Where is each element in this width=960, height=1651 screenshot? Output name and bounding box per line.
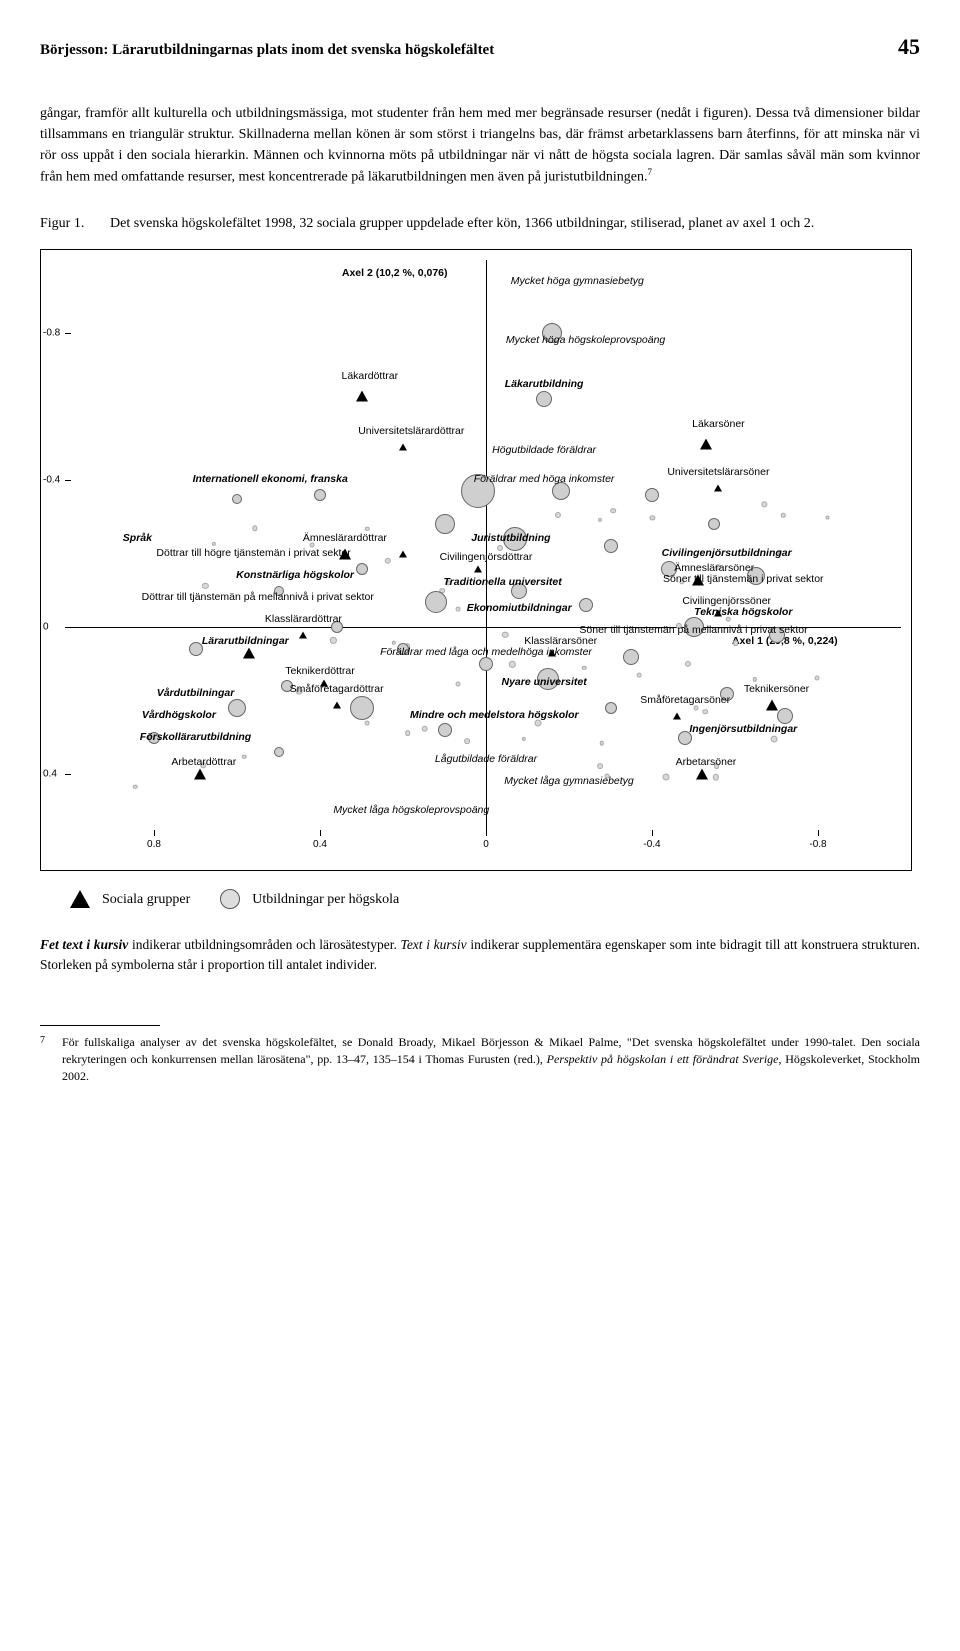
footnote-number: 7: [40, 1034, 62, 1084]
header-title: Börjesson: Lärarutbildningarnas plats in…: [40, 39, 494, 62]
scatter-chart: Axel 2 (10,2 %, 0,076)Axel 1 (29,8 %, 0,…: [40, 249, 912, 871]
figure-caption-text: Det svenska högskolefältet 1998, 32 soci…: [110, 213, 814, 234]
legend-triangle: Sociala grupper: [70, 889, 190, 910]
footnote: 7 För fullskaliga analyser av det svensk…: [40, 1034, 920, 1084]
legend-circle-label: Utbildningar per högskola: [252, 889, 399, 910]
figure-label: Figur 1.: [40, 213, 110, 234]
footnote-rule: [40, 1025, 160, 1026]
paragraph-text: gångar, framför allt kulturella och utbi…: [40, 106, 920, 185]
chart-legend: Sociala grupper Utbildningar per högskol…: [70, 889, 920, 910]
running-header: Börjesson: Lärarutbildningarnas plats in…: [40, 30, 920, 63]
body-paragraph: gångar, framför allt kulturella och utbi…: [40, 103, 920, 188]
legend-explainer: Fet text i kursiv indikerar utbildningso…: [40, 935, 920, 976]
legend-circle: Utbildningar per högskola: [220, 889, 399, 910]
circle-icon: [220, 889, 240, 909]
figure-caption: Figur 1. Det svenska högskolefältet 1998…: [40, 213, 920, 234]
footnote-ref: 7: [647, 167, 652, 177]
page-number: 45: [898, 30, 920, 63]
footnote-text: För fullskaliga analyser av det svenska …: [62, 1034, 920, 1084]
legend-triangle-label: Sociala grupper: [102, 889, 190, 910]
chart-plot-area: Axel 2 (10,2 %, 0,076)Axel 1 (29,8 %, 0,…: [71, 260, 901, 830]
triangle-icon: [70, 890, 90, 908]
